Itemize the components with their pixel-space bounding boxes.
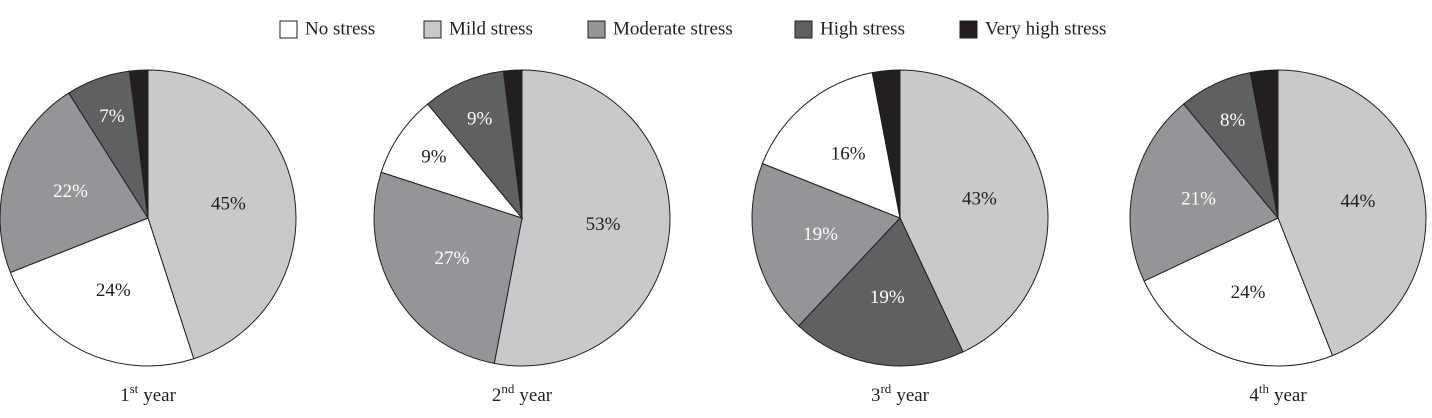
pie-title-word: year xyxy=(519,385,552,406)
legend-label: Very high stress xyxy=(985,18,1106,39)
pie-title-number: 1 xyxy=(120,385,130,406)
pie-title-suffix: st xyxy=(130,381,139,396)
legend-swatch xyxy=(959,20,978,39)
pie-slice xyxy=(797,217,964,367)
pie-slice xyxy=(1277,69,1427,357)
slice-label: 9% xyxy=(467,109,493,130)
pie-slice xyxy=(1129,103,1279,282)
slice-label: 19% xyxy=(803,224,838,245)
pie-slice xyxy=(380,103,524,220)
slice-label: 7% xyxy=(99,106,125,127)
slice-label: 24% xyxy=(96,280,131,301)
pie-title: 3rd year xyxy=(871,381,930,406)
legend-swatch xyxy=(794,20,813,39)
slice-label: 21% xyxy=(1181,189,1216,210)
pie-slice xyxy=(128,69,149,219)
legend-swatch xyxy=(423,20,442,39)
pie-slice xyxy=(9,217,195,367)
legend-label: High stress xyxy=(820,18,905,39)
slice-label: 8% xyxy=(1220,110,1246,131)
legend-label: Mild stress xyxy=(449,18,533,39)
pie-slice xyxy=(761,72,901,219)
pie-title-number: 3 xyxy=(871,385,881,406)
pie-slice xyxy=(147,69,297,360)
pie-slice xyxy=(899,69,1049,353)
pie-slice xyxy=(426,70,523,220)
pie-slice xyxy=(1249,69,1279,219)
pie-slice xyxy=(502,69,523,219)
slice-label: 19% xyxy=(870,287,905,308)
pie-title-suffix: rd xyxy=(880,381,891,396)
legend-swatch xyxy=(587,20,606,39)
pie-title: 1st year xyxy=(120,381,177,406)
slice-label: 44% xyxy=(1341,191,1376,212)
pie-slice xyxy=(1143,217,1334,367)
pie-slice xyxy=(751,162,901,327)
pie-slice xyxy=(373,171,523,364)
slice-label: 24% xyxy=(1231,282,1266,303)
pie-title-word: year xyxy=(1274,385,1307,406)
pie-title-word: year xyxy=(143,385,176,406)
slice-label: 27% xyxy=(435,248,470,269)
slice-label: 9% xyxy=(421,146,447,167)
pie-title-word: year xyxy=(896,385,929,406)
slice-label: 45% xyxy=(211,194,246,215)
pie-slice xyxy=(493,69,671,367)
slice-label: 53% xyxy=(586,214,621,235)
legend-label: Moderate stress xyxy=(613,18,733,39)
pie-title: 2nd year xyxy=(492,381,553,406)
pie-title-suffix: th xyxy=(1259,381,1270,396)
slice-label: 43% xyxy=(962,189,997,210)
pie-slice xyxy=(0,92,149,274)
pie-title-number: 4 xyxy=(1249,385,1259,406)
pie-title: 4th year xyxy=(1249,381,1307,406)
pie-title-suffix: nd xyxy=(501,381,515,396)
pie-title-number: 2 xyxy=(492,385,502,406)
legend-label: No stress xyxy=(305,18,375,39)
pie-slice xyxy=(871,69,901,219)
legend-swatch xyxy=(279,20,298,39)
slice-label: 22% xyxy=(53,181,88,202)
slice-label: 16% xyxy=(831,144,866,165)
